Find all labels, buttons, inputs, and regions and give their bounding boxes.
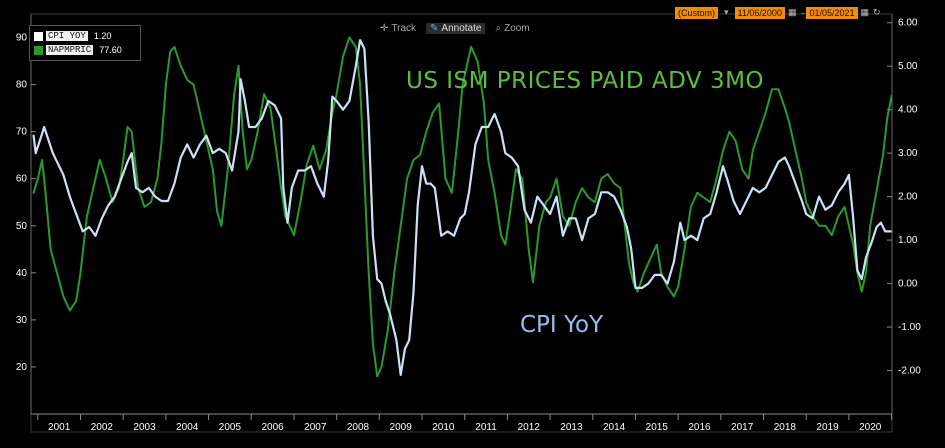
right-tick-label: -1.00 bbox=[898, 322, 921, 333]
legend: CPI YOY 1.20 NAPMPRIC 77.60 bbox=[29, 25, 141, 61]
x-tick-label: 2017 bbox=[731, 422, 754, 433]
right-tick-label: 2.00 bbox=[898, 192, 918, 203]
legend-item-napmpric[interactable]: NAPMPRIC 77.60 bbox=[34, 43, 122, 57]
x-tick-label: 2011 bbox=[475, 422, 497, 433]
x-tick-label: 2016 bbox=[688, 422, 711, 433]
x-tick-label: 2004 bbox=[176, 422, 199, 433]
legend-swatch-napmpric bbox=[34, 45, 43, 55]
x-tick-label: 2007 bbox=[304, 422, 327, 433]
x-tick-label: 2015 bbox=[646, 422, 669, 433]
x-tick-label: 2020 bbox=[859, 422, 882, 433]
date-range-controls: (Custom) ▾ 11/06/2000 ▦ - 01/05/2021 ▦ ↻ bbox=[675, 6, 881, 19]
left-tick-label: 70 bbox=[16, 127, 28, 138]
zoom-tool[interactable]: ⌕ Zoom bbox=[495, 23, 529, 34]
x-tick-label: 2005 bbox=[219, 422, 242, 433]
dash-separator: - bbox=[801, 7, 805, 18]
ism-series-layer bbox=[32, 36, 893, 378]
legend-item-cpi[interactable]: CPI YOY 1.20 bbox=[34, 29, 111, 43]
x-tick-label: 2013 bbox=[560, 422, 583, 433]
right-tick-label: 4.00 bbox=[898, 105, 918, 116]
x-tick-label: 2002 bbox=[91, 422, 114, 433]
legend-value-napmpric: 77.60 bbox=[99, 45, 122, 55]
cpi-yoy-series-line bbox=[32, 38, 893, 376]
range-dropdown-icon[interactable]: ▾ bbox=[724, 7, 729, 17]
legend-name-napmpric: NAPMPRIC bbox=[46, 45, 94, 55]
annotate-label: Annotate bbox=[441, 22, 482, 34]
magnifier-icon: ⌕ bbox=[495, 22, 502, 34]
cpi-series-layer bbox=[32, 38, 893, 376]
x-tick-label: 2006 bbox=[261, 422, 284, 433]
x-axis: 2001 2002 2003 2004 2005 2006 2007 2008 2009 2010… bbox=[31, 413, 893, 433]
plot-area bbox=[30, 13, 893, 433]
napmpric-series-line bbox=[32, 36, 893, 378]
right-tick-label: 1.00 bbox=[898, 235, 918, 246]
x-tick-label: 2003 bbox=[133, 422, 156, 433]
left-tick-label: 50 bbox=[16, 221, 28, 232]
x-tick-label: 2001 bbox=[48, 422, 71, 433]
right-tick-label: 3.00 bbox=[898, 148, 918, 159]
legend-value-cpi: 1.20 bbox=[93, 31, 112, 41]
x-tick-label: 2019 bbox=[816, 422, 839, 433]
ism-annotation: US ISM PRICES PAID ADV 3MO bbox=[406, 68, 765, 94]
left-tick-label: 80 bbox=[16, 80, 28, 91]
x-tick-label: 2008 bbox=[347, 422, 370, 433]
right-tick-label: 5.00 bbox=[898, 61, 918, 72]
left-tick-label: 30 bbox=[16, 315, 28, 326]
right-axis: -2.00 -1.00 0.00 1.00 2.00 3.00 4.00 5.00 6.00 bbox=[887, 14, 921, 414]
left-tick-label: 60 bbox=[16, 174, 28, 185]
refresh-icon[interactable]: ↻ bbox=[873, 7, 881, 17]
calendar-icon[interactable]: ▦ bbox=[787, 7, 797, 17]
range-preset[interactable]: (Custom) bbox=[675, 6, 719, 19]
left-tick-label: 40 bbox=[16, 268, 28, 279]
zoom-label: Zoom bbox=[504, 22, 530, 34]
x-tick-label: 2018 bbox=[774, 422, 797, 433]
left-axis: 20 30 40 50 60 70 80 90 bbox=[16, 14, 36, 414]
start-date-field[interactable]: 11/06/2000 bbox=[734, 6, 785, 19]
right-tick-label: 0.00 bbox=[898, 279, 918, 290]
x-tick-label: 2012 bbox=[518, 422, 541, 433]
track-label: Track bbox=[391, 22, 417, 34]
chart-toolbar: ✛ Track ✎ Annotate ⌕ Zoom bbox=[380, 20, 530, 36]
track-tool[interactable]: ✛ Track bbox=[380, 23, 416, 34]
end-date-field[interactable]: 01/05/2021 bbox=[806, 6, 858, 19]
cpi-annotation: CPI YoY bbox=[520, 312, 604, 338]
x-tick-label: 2009 bbox=[390, 422, 413, 433]
left-tick-label: 90 bbox=[16, 33, 28, 44]
right-tick-label: -2.00 bbox=[898, 366, 921, 377]
crosshair-icon: ✛ bbox=[380, 22, 389, 34]
calendar-icon[interactable]: ▦ bbox=[860, 7, 870, 17]
x-tick-label: 2010 bbox=[432, 422, 455, 433]
legend-name-cpi: CPI YOY bbox=[46, 31, 88, 41]
annotate-tool[interactable]: ✎ Annotate bbox=[426, 22, 486, 34]
pencil-icon: ✎ bbox=[430, 22, 439, 34]
left-tick-label: 20 bbox=[16, 362, 28, 373]
legend-swatch-cpi bbox=[34, 31, 43, 41]
x-tick-label: 2014 bbox=[603, 422, 626, 433]
right-tick-label: 6.00 bbox=[898, 18, 918, 29]
